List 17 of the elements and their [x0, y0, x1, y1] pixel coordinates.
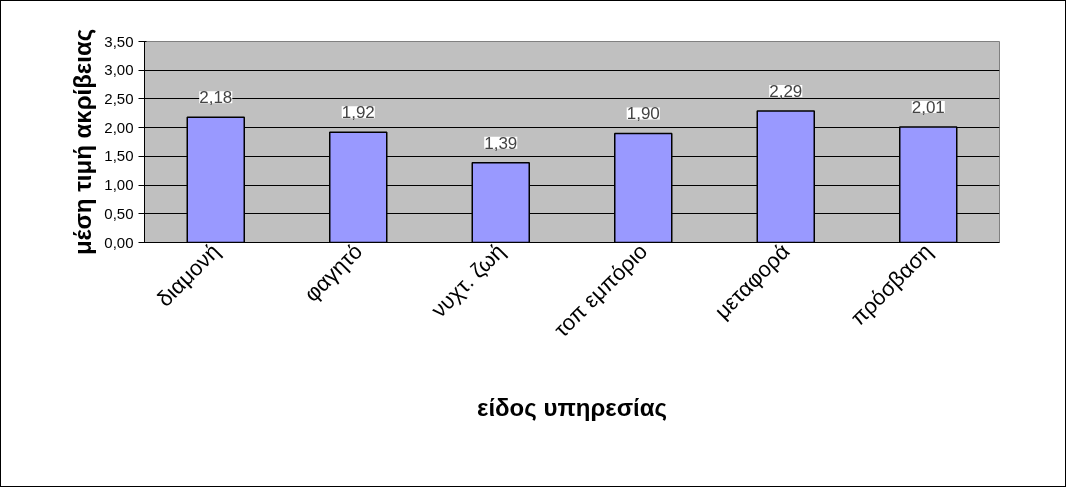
x-axis-title: είδος υπηρεσίας: [477, 393, 667, 421]
y-tick-label: 3,00: [104, 61, 134, 79]
data-label: 1,90: [626, 104, 660, 124]
data-label: 2,01: [911, 98, 945, 118]
data-label: 1,39: [484, 133, 518, 153]
data-label: 2,29: [769, 81, 803, 101]
x-tick-label: νυχτ. ζωή: [426, 238, 510, 323]
y-tick-label: 2,50: [104, 89, 134, 107]
y-tick-label: 0,50: [104, 204, 134, 222]
data-label: 1,92: [341, 103, 375, 123]
y-axis-title: μέση τιμή ακρίβειας: [69, 28, 97, 256]
y-tick-label: 0,00: [104, 233, 134, 251]
y-tick-label: 1,50: [104, 147, 134, 165]
data-label: 2,18: [199, 88, 233, 108]
y-tick-label: 3,50: [104, 32, 134, 50]
y-tick-label: 2,00: [104, 118, 134, 136]
y-tick-label: 1,00: [104, 176, 134, 194]
